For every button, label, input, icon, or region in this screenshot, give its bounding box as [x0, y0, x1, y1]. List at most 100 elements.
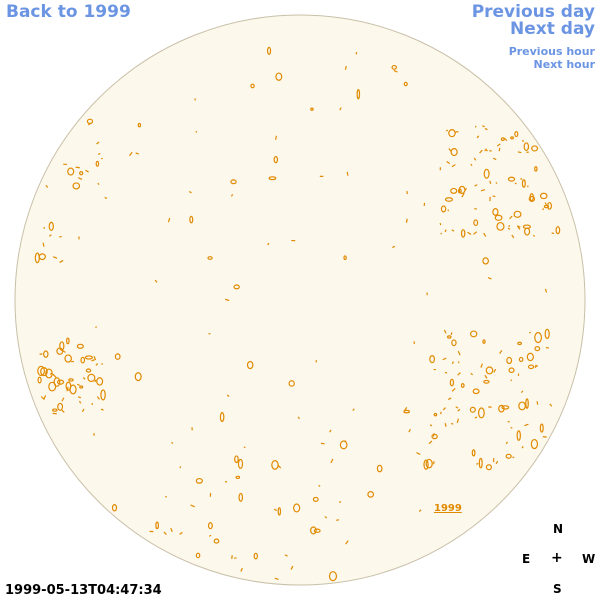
contour-mark: [469, 406, 476, 413]
contour-mark: [474, 184, 478, 187]
contour-mark: [429, 424, 433, 427]
contour-mark: [240, 567, 243, 572]
contour-mark: [511, 234, 515, 239]
contour-mark: [431, 433, 438, 440]
previous-day-link[interactable]: Previous day: [471, 2, 595, 22]
contour-mark: [416, 452, 421, 455]
contour-mark: [77, 383, 80, 386]
contour-mark: [451, 422, 454, 425]
contour-mark: [536, 401, 539, 405]
contour-mark: [76, 343, 84, 349]
contour-mark: [467, 231, 472, 236]
contour-mark: [75, 166, 80, 169]
contour-mark: [179, 531, 183, 535]
contour-mark: [64, 354, 72, 363]
contour-mark: [52, 373, 57, 378]
compass-south: S: [553, 582, 562, 596]
contour-mark: [444, 371, 448, 374]
contour-mark: [250, 83, 255, 89]
contour-mark: [449, 378, 455, 387]
contour-mark: [79, 171, 84, 176]
contour-mark: [432, 461, 435, 465]
contour-mark: [97, 182, 100, 186]
contour-mark: [271, 460, 279, 470]
contour-mark: [72, 182, 81, 190]
contour-mark: [505, 441, 508, 445]
contour-mark: [352, 408, 355, 411]
back-to-year-link[interactable]: Back to 1999: [6, 2, 131, 22]
contour-mark: [59, 259, 64, 263]
contour-mark: [534, 166, 538, 172]
contour-mark: [532, 234, 536, 237]
contour-mark: [49, 372, 53, 375]
contour-mark: [555, 226, 561, 235]
contour-mark: [448, 129, 456, 138]
contour-mark: [392, 245, 396, 249]
contour-mark: [52, 256, 58, 259]
contour-mark: [445, 129, 449, 132]
contour-mark: [451, 388, 456, 392]
contour-mark: [442, 357, 447, 361]
contour-mark: [505, 453, 512, 459]
next-day-link[interactable]: Next day: [510, 19, 595, 39]
contour-mark: [77, 396, 82, 399]
contour-mark: [451, 339, 457, 347]
contour-mark: [79, 385, 84, 389]
contour-mark: [87, 122, 92, 126]
contour-mark: [472, 388, 480, 395]
contour-mark: [507, 176, 516, 182]
contour-mark: [506, 356, 513, 365]
contour-mark: [461, 193, 465, 198]
contour-mark: [171, 441, 174, 445]
contour-mark: [167, 217, 171, 223]
contour-mark: [95, 326, 97, 329]
contour-mark: [457, 372, 461, 376]
previous-hour-link[interactable]: Previous hour: [508, 45, 595, 58]
contour-mark: [448, 397, 452, 401]
contour-mark: [507, 227, 511, 230]
contour-mark: [37, 365, 46, 377]
contour-mark: [85, 169, 89, 173]
contour-mark: [393, 69, 398, 73]
contour-mark: [391, 64, 397, 70]
contour-mark: [267, 242, 270, 246]
contour-mark: [444, 422, 447, 427]
contour-mark: [485, 366, 494, 375]
contour-mark: [542, 208, 545, 211]
contour-mark: [213, 538, 220, 544]
contour-mark: [324, 516, 328, 519]
contour-mark: [233, 284, 240, 290]
contour-mark: [476, 463, 479, 465]
contour-mark: [284, 554, 288, 557]
contour-mark: [444, 229, 447, 233]
contour-mark: [460, 383, 465, 388]
contour-mark: [81, 408, 85, 413]
contour-mark: [493, 368, 497, 373]
contour-mark: [512, 456, 515, 459]
contour-mark: [543, 204, 550, 209]
observation-timestamp: 1999-05-13T04:47:34: [5, 583, 162, 598]
contour-mark: [496, 143, 501, 147]
contour-mark: [230, 179, 237, 185]
contour-mark: [534, 364, 537, 368]
contour-mark: [403, 81, 408, 87]
contour-mark: [274, 135, 278, 140]
next-hour-link[interactable]: Next hour: [533, 58, 596, 71]
contour-mark: [48, 234, 52, 237]
contour-mark: [473, 157, 477, 161]
contour-mark: [95, 363, 99, 366]
contour-mark: [455, 406, 459, 409]
year-link[interactable]: 1999: [434, 503, 462, 514]
contour-mark: [137, 122, 142, 128]
contour-mark: [297, 416, 300, 420]
contour-mark: [492, 157, 497, 161]
contour-mark: [423, 459, 429, 470]
contour-mark: [403, 409, 410, 414]
contour-mark: [135, 152, 140, 155]
contour-mark: [496, 221, 505, 231]
contour-mark: [425, 458, 433, 469]
contour-mark: [442, 407, 446, 411]
contour-mark: [485, 464, 492, 471]
contour-mark: [61, 397, 65, 402]
contour-mark: [313, 528, 321, 533]
